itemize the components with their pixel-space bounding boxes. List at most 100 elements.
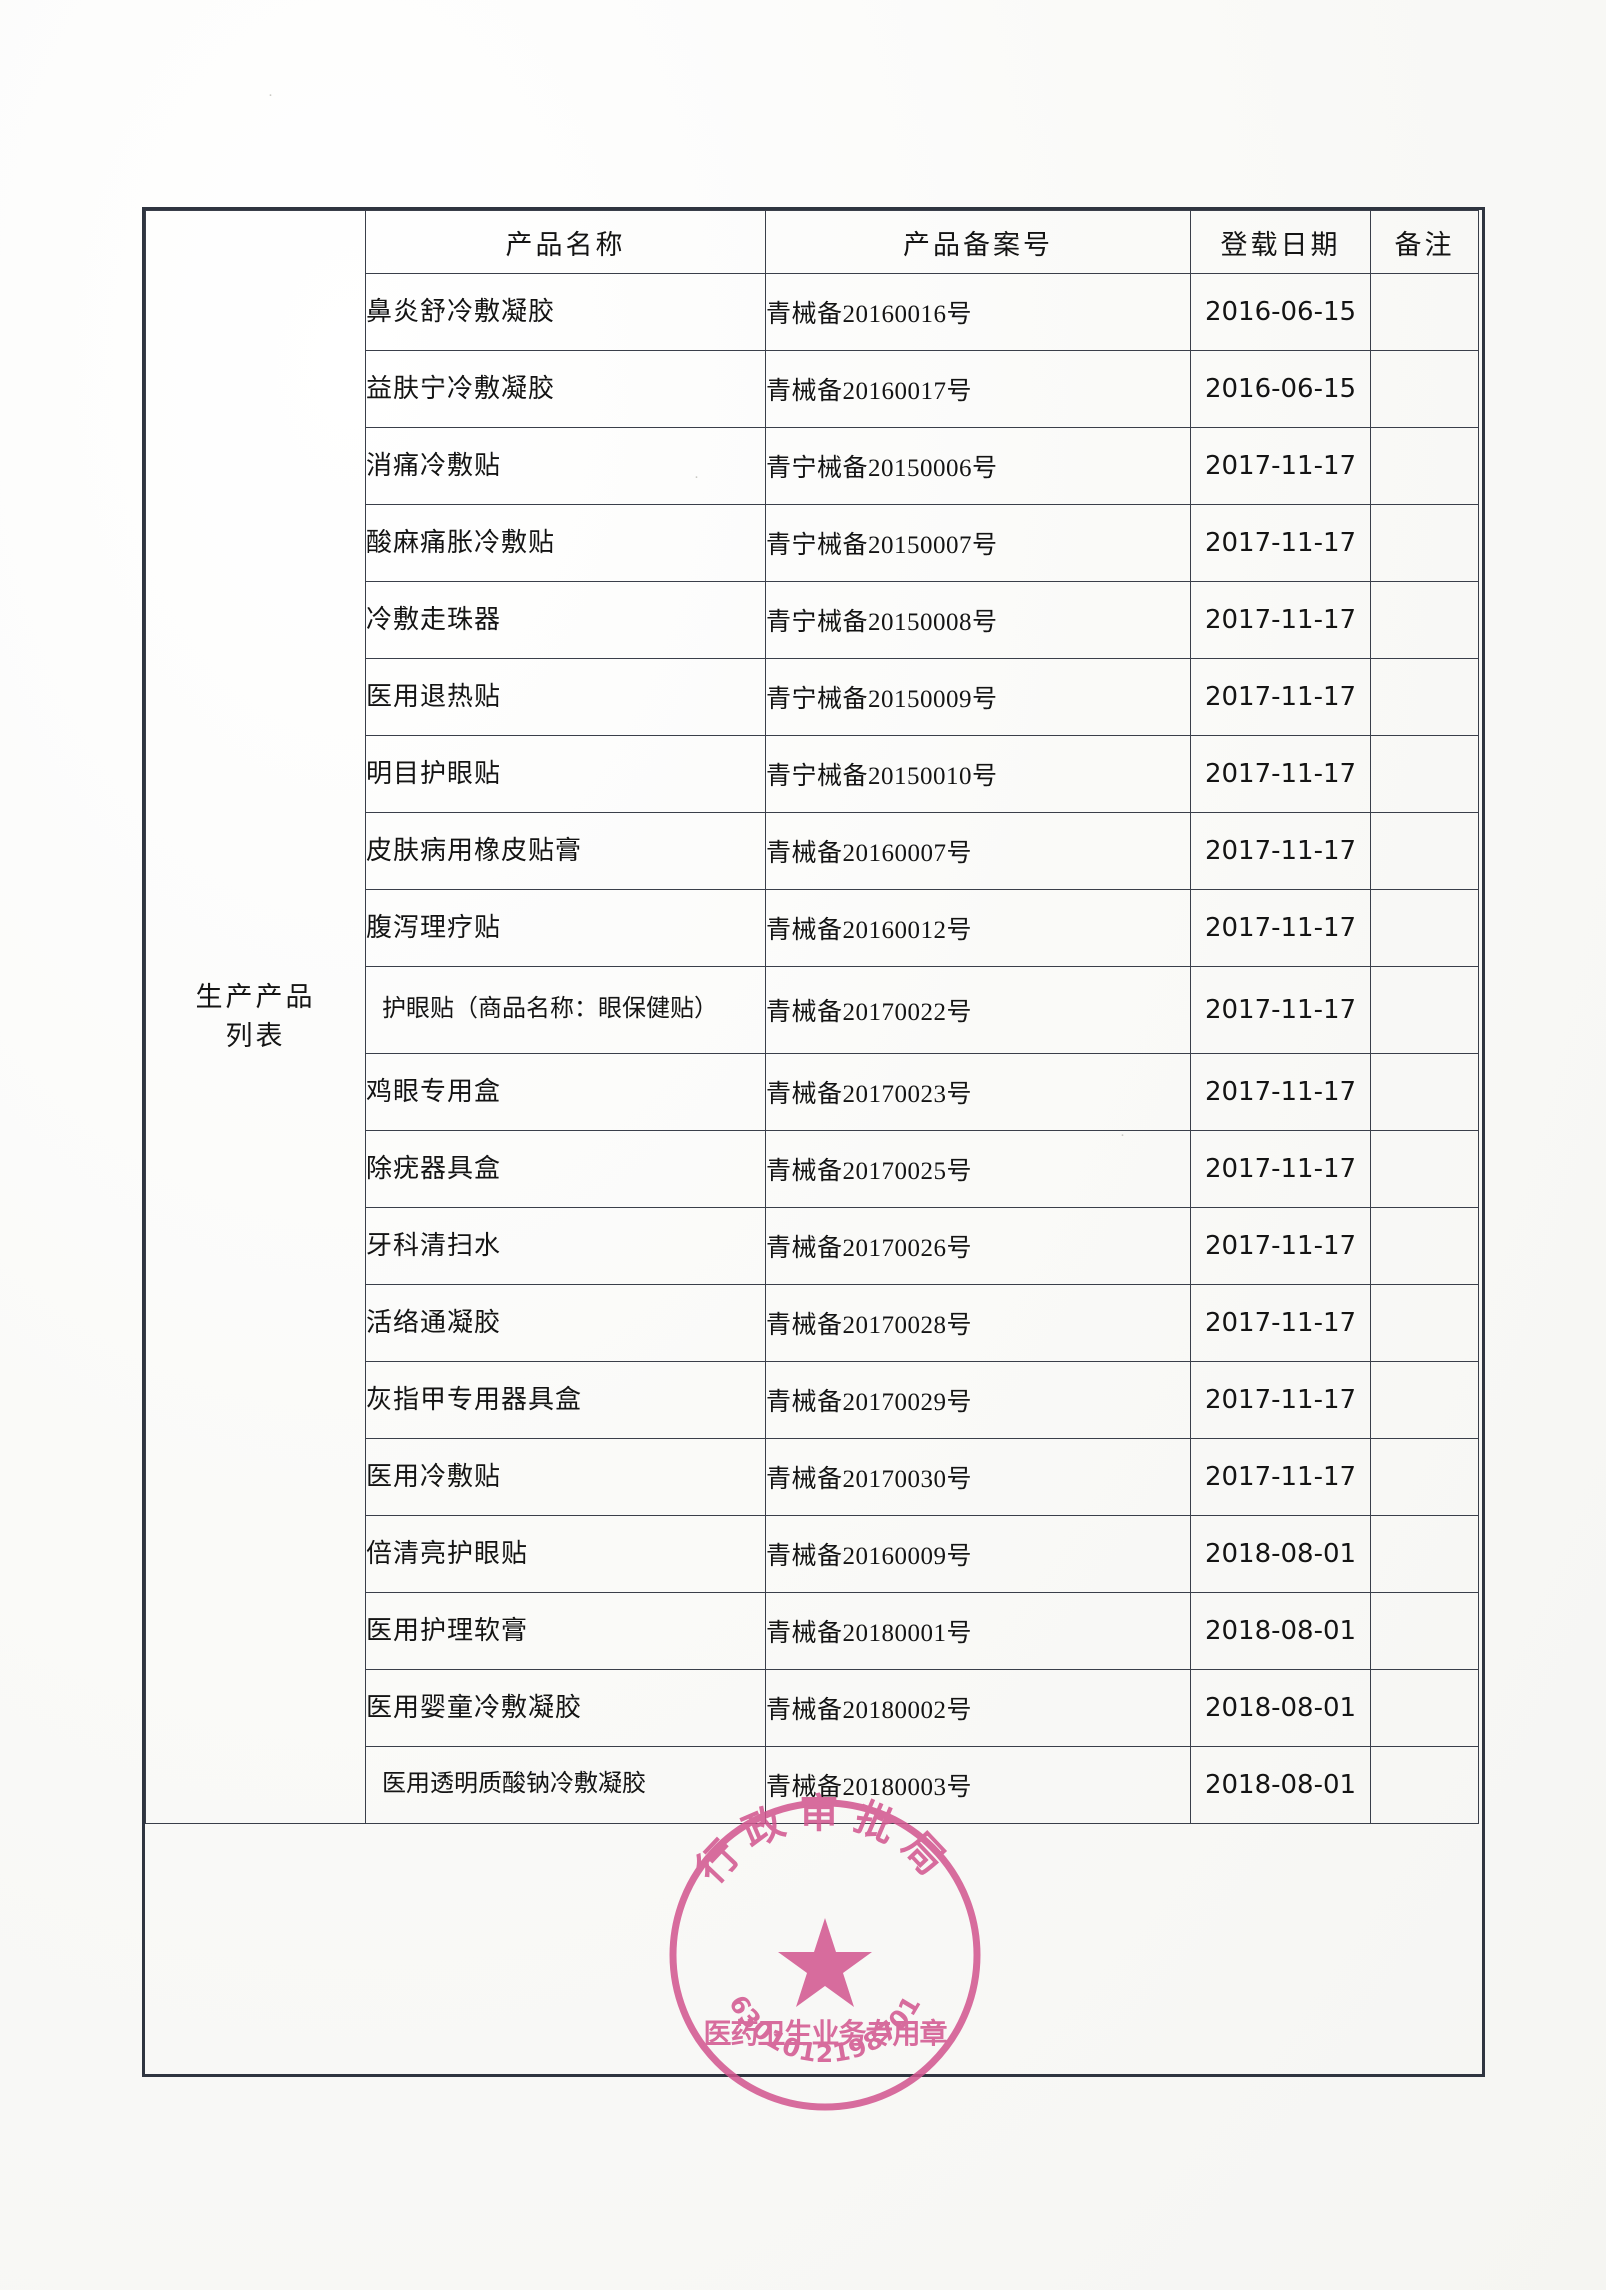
cell-registration-date: 2017-11-17: [1190, 889, 1371, 967]
scan-speck: ·: [694, 470, 699, 486]
cell-notes: [1370, 1130, 1479, 1208]
cell-product-name: 医用透明质酸钠冷敷凝胶: [365, 1746, 766, 1824]
table-row: 护眼贴（商品名称：眼保健贴） 青械备20170022号 2017-11-17: [146, 966, 1479, 1054]
cell-record-number: 青械备20160012号: [765, 889, 1191, 967]
cell-product-name: 护眼贴（商品名称：眼保健贴）: [365, 966, 766, 1054]
cell-record-number: 青械备20180002号: [765, 1669, 1191, 1747]
cell-registration-date: 2016-06-15: [1190, 273, 1371, 351]
cell-notes: [1370, 350, 1479, 428]
cell-notes: [1370, 889, 1479, 967]
cell-product-name: 医用护理软膏: [365, 1592, 766, 1670]
header-record-number: 产品备案号: [765, 210, 1191, 274]
cell-record-number: 青宁械备20150009号: [765, 658, 1191, 736]
cell-registration-date: 2018-08-01: [1190, 1515, 1371, 1593]
table-body: 生产产品 列表 产品名称 产品备案号 登载日期 备注 鼻炎舒冷敷凝胶 青械备20160016号…: [145, 210, 1479, 1824]
cell-registration-date: 2017-11-17: [1190, 1207, 1371, 1285]
cell-product-name: 医用退热贴: [365, 658, 766, 736]
cell-record-number: 青械备20170022号: [765, 966, 1191, 1054]
table-row: 除疣器具盒 青械备20170025号 2017-11-17: [146, 1130, 1479, 1208]
cell-registration-date: 2018-08-01: [1190, 1669, 1371, 1747]
cell-notes: [1370, 1284, 1479, 1362]
cell-record-number: 青械备20170025号: [765, 1130, 1191, 1208]
table-row: 腹泻理疗贴 青械备20160012号 2017-11-17: [146, 889, 1479, 967]
cell-registration-date: 2017-11-17: [1190, 1053, 1371, 1131]
cell-record-number: 青械备20180001号: [765, 1592, 1191, 1670]
row-label-line-1: 生产产品: [195, 981, 316, 1012]
cell-notes: [1370, 1053, 1479, 1131]
cell-record-number: 青宁械备20150008号: [765, 581, 1191, 659]
cell-registration-date: 2017-11-17: [1190, 1130, 1371, 1208]
cell-record-number: 青械备20180003号: [765, 1746, 1191, 1824]
cell-product-name: 倍清亮护眼贴: [365, 1515, 766, 1593]
scan-speck: ·: [268, 88, 273, 104]
cell-product-name: 酸麻痛胀冷敷贴: [365, 504, 766, 582]
cell-product-name: 鸡眼专用盒: [365, 1053, 766, 1131]
cell-registration-date: 2017-11-17: [1190, 504, 1371, 582]
row-label-line-2: 列表: [225, 1021, 286, 1051]
cell-registration-date: 2017-11-17: [1190, 1438, 1371, 1516]
cell-notes: [1370, 1592, 1479, 1670]
cell-product-name: 活络通凝胶: [365, 1284, 766, 1362]
cell-registration-date: 2017-11-17: [1190, 966, 1371, 1054]
cell-record-number: 青械备20160009号: [765, 1515, 1191, 1593]
table-row: 活络通凝胶 青械备20170028号 2017-11-17: [146, 1284, 1479, 1362]
cell-product-name: 医用冷敷贴: [365, 1438, 766, 1516]
row-label-cell: 生产产品 列表: [145, 210, 366, 1824]
cell-registration-date: 2017-11-17: [1190, 1284, 1371, 1362]
cell-notes: [1370, 273, 1479, 351]
cell-notes: [1370, 658, 1479, 736]
table-row: 灰指甲专用器具盒 青械备20170029号 2017-11-17: [146, 1361, 1479, 1439]
cell-notes: [1370, 1438, 1479, 1516]
cell-notes: [1370, 735, 1479, 813]
cell-registration-date: 2017-11-17: [1190, 812, 1371, 890]
table-row: 医用退热贴 青宁械备20150009号 2017-11-17: [146, 658, 1479, 736]
table-row: 消痛冷敷贴 青宁械备20150006号 2017-11-17: [146, 427, 1479, 505]
cell-record-number: 青械备20170028号: [765, 1284, 1191, 1362]
cell-notes: [1370, 812, 1479, 890]
cell-record-number: 青械备20170026号: [765, 1207, 1191, 1285]
scan-speck: ·: [1120, 1128, 1125, 1144]
cell-registration-date: 2018-08-01: [1190, 1746, 1371, 1824]
table-row: 鸡眼专用盒 青械备20170023号 2017-11-17: [146, 1053, 1479, 1131]
cell-product-name: 腹泻理疗贴: [365, 889, 766, 967]
cell-notes: [1370, 504, 1479, 582]
cell-product-name: 灰指甲专用器具盒: [365, 1361, 766, 1439]
table-row: 益肤宁冷敷凝胶 青械备20160017号 2016-06-15: [146, 350, 1479, 428]
cell-record-number: 青械备20160007号: [765, 812, 1191, 890]
cell-record-number: 青械备20170029号: [765, 1361, 1191, 1439]
cell-product-name: 明目护眼贴: [365, 735, 766, 813]
cell-product-name: 冷敷走珠器: [365, 581, 766, 659]
table-row: 明目护眼贴 青宁械备20150010号 2017-11-17: [146, 735, 1479, 813]
cell-registration-date: 2017-11-17: [1190, 735, 1371, 813]
product-list-table: 生产产品 列表 产品名称 产品备案号 登载日期 备注 鼻炎舒冷敷凝胶 青械备20160016号…: [145, 210, 1479, 1824]
header-notes: 备注: [1370, 210, 1479, 274]
header-product-name: 产品名称: [365, 210, 766, 274]
table-row: 冷敷走珠器 青宁械备20150008号 2017-11-17: [146, 581, 1479, 659]
cell-registration-date: 2017-11-17: [1190, 427, 1371, 505]
cell-product-name: 皮肤病用橡皮贴膏: [365, 812, 766, 890]
cell-notes: [1370, 966, 1479, 1054]
cell-notes: [1370, 1746, 1479, 1824]
cell-product-name: 除疣器具盒: [365, 1130, 766, 1208]
cell-record-number: 青宁械备20150007号: [765, 504, 1191, 582]
table-row: 牙科清扫水 青械备20170026号 2017-11-17: [146, 1207, 1479, 1285]
cell-registration-date: 2017-11-17: [1190, 1361, 1371, 1439]
cell-record-number: 青械备20160017号: [765, 350, 1191, 428]
cell-record-number: 青械备20170023号: [765, 1053, 1191, 1131]
table-row: 医用护理软膏 青械备20180001号 2018-08-01: [146, 1592, 1479, 1670]
cell-notes: [1370, 1515, 1479, 1593]
cell-notes: [1370, 581, 1479, 659]
cell-notes: [1370, 1207, 1479, 1285]
table-row: 倍清亮护眼贴 青械备20160009号 2018-08-01: [146, 1515, 1479, 1593]
cell-record-number: 青械备20160016号: [765, 273, 1191, 351]
cell-notes: [1370, 1669, 1479, 1747]
cell-product-name: 医用婴童冷敷凝胶: [365, 1669, 766, 1747]
table-row: 皮肤病用橡皮贴膏 青械备20160007号 2017-11-17: [146, 812, 1479, 890]
cell-notes: [1370, 427, 1479, 505]
cell-record-number: 青械备20170030号: [765, 1438, 1191, 1516]
table-row: 医用婴童冷敷凝胶 青械备20180002号 2018-08-01: [146, 1669, 1479, 1747]
cell-registration-date: 2016-06-15: [1190, 350, 1371, 428]
table-header-row: 生产产品 列表 产品名称 产品备案号 登载日期 备注: [145, 210, 1479, 1824]
cell-record-number: 青宁械备20150010号: [765, 735, 1191, 813]
cell-product-name: 鼻炎舒冷敷凝胶: [365, 273, 766, 351]
